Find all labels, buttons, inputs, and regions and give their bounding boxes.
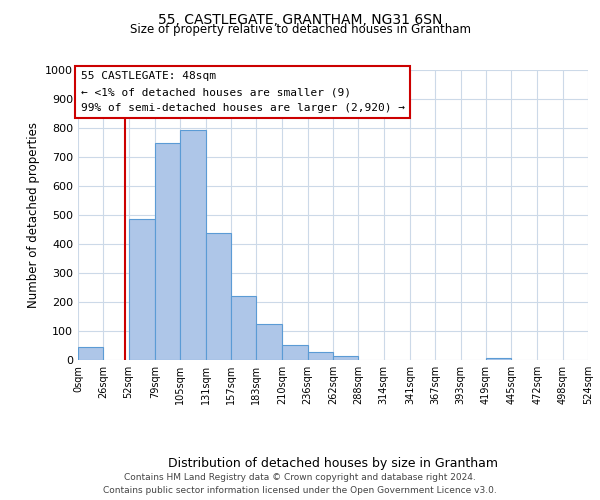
Bar — [486, 358, 511, 360]
Bar — [155, 143, 180, 360]
Bar — [308, 352, 333, 360]
Bar — [333, 356, 358, 360]
Bar — [78, 347, 103, 360]
Text: Size of property relative to detached houses in Grantham: Size of property relative to detached ho… — [130, 22, 470, 36]
Text: 55 CASTLEGATE: 48sqm
← <1% of detached houses are smaller (9)
99% of semi-detach: 55 CASTLEGATE: 48sqm ← <1% of detached h… — [80, 72, 404, 112]
Bar — [180, 130, 206, 360]
Bar — [205, 234, 231, 360]
Bar — [231, 296, 256, 360]
Y-axis label: Number of detached properties: Number of detached properties — [26, 122, 40, 308]
Bar — [128, 219, 155, 360]
Text: 55, CASTLEGATE, GRANTHAM, NG31 6SN: 55, CASTLEGATE, GRANTHAM, NG31 6SN — [158, 12, 442, 26]
Bar — [283, 345, 308, 360]
Bar — [256, 324, 283, 360]
X-axis label: Distribution of detached houses by size in Grantham: Distribution of detached houses by size … — [168, 457, 498, 470]
Text: Contains HM Land Registry data © Crown copyright and database right 2024.
Contai: Contains HM Land Registry data © Crown c… — [103, 474, 497, 495]
